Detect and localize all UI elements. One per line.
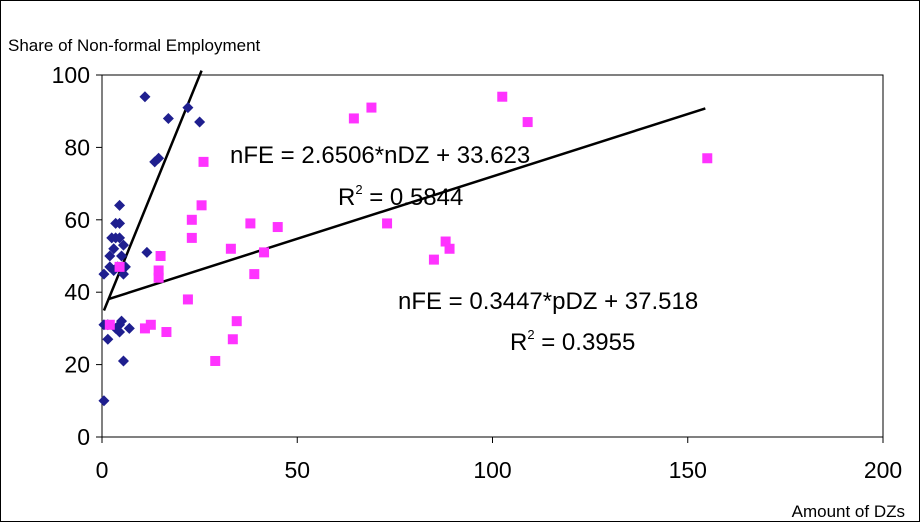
data-point-square bbox=[114, 261, 125, 272]
data-point-diamond bbox=[116, 315, 128, 327]
data-point-square bbox=[145, 319, 156, 330]
data-point-square bbox=[198, 156, 209, 167]
data-point-diamond bbox=[194, 116, 206, 128]
data-point-diamond bbox=[182, 102, 194, 114]
data-point-diamond bbox=[123, 322, 135, 334]
y-tick-label: 80 bbox=[64, 134, 90, 160]
data-point-diamond bbox=[117, 239, 129, 251]
y-tick-label: 20 bbox=[64, 352, 90, 378]
data-point-diamond bbox=[102, 333, 114, 345]
r2-2-base: R bbox=[510, 329, 527, 356]
data-point-square bbox=[249, 269, 260, 280]
x-tick-label: 50 bbox=[284, 457, 310, 483]
data-point-square bbox=[231, 316, 242, 327]
data-point-diamond bbox=[141, 246, 153, 258]
y-axis-ticks: 0 20 40 60 80 100 bbox=[52, 62, 102, 450]
data-point-diamond bbox=[153, 152, 165, 164]
x-axis-ticks: 0 50 100 150 200 bbox=[96, 437, 902, 483]
data-point-diamond bbox=[117, 355, 129, 367]
r2-1-base: R bbox=[338, 184, 355, 211]
data-point-square bbox=[196, 200, 207, 211]
data-point-square bbox=[186, 232, 197, 243]
r2-1-value: = 0.5844 bbox=[363, 184, 464, 211]
r-squared-2-label: R2 = 0.3955 bbox=[510, 327, 635, 356]
data-point-square bbox=[210, 355, 221, 366]
y-tick-label: 100 bbox=[52, 62, 90, 88]
data-point-square bbox=[382, 218, 393, 229]
data-point-diamond bbox=[98, 395, 110, 407]
trendline-2 bbox=[107, 107, 706, 301]
data-point-square bbox=[225, 243, 236, 254]
data-point-square bbox=[259, 247, 270, 258]
data-point-square bbox=[348, 113, 359, 124]
x-tick-label: 100 bbox=[473, 457, 511, 483]
data-point-square bbox=[428, 254, 439, 265]
x-axis-title: Amount of DZs bbox=[792, 502, 905, 521]
data-point-diamond bbox=[114, 217, 126, 229]
data-point-diamond bbox=[98, 268, 110, 280]
x-tick-label: 150 bbox=[669, 457, 707, 483]
data-point-square bbox=[366, 102, 377, 113]
x-tick-label: 0 bbox=[96, 457, 109, 483]
data-point-square bbox=[272, 222, 283, 233]
data-point-square bbox=[444, 243, 455, 254]
data-point-diamond bbox=[162, 112, 174, 124]
y-tick-label: 60 bbox=[64, 207, 90, 233]
equation-2-label: nFE = 0.3447*pDZ + 37.518 bbox=[398, 288, 698, 315]
r2-2-exponent: 2 bbox=[527, 327, 534, 342]
data-point-diamond bbox=[114, 232, 126, 244]
data-point-square bbox=[153, 265, 164, 276]
data-point-square bbox=[702, 153, 713, 164]
data-point-square bbox=[104, 319, 115, 330]
data-point-square bbox=[440, 236, 451, 247]
data-point-square bbox=[245, 218, 256, 229]
data-point-diamond bbox=[114, 326, 126, 338]
x-tick-label: 200 bbox=[864, 457, 902, 483]
equation-1-label: nFE = 2.6506*nDZ + 33.623 bbox=[230, 142, 530, 169]
data-point-square bbox=[522, 117, 533, 128]
y-tick-label: 0 bbox=[77, 424, 90, 450]
r2-1-exponent: 2 bbox=[355, 182, 362, 197]
data-point-diamond bbox=[104, 250, 116, 262]
data-point-square bbox=[139, 323, 150, 334]
data-point-square bbox=[182, 294, 193, 305]
data-points bbox=[98, 91, 713, 407]
data-point-square bbox=[227, 334, 238, 345]
plot-area bbox=[101, 74, 884, 438]
data-point-square bbox=[153, 272, 164, 283]
data-point-diamond bbox=[108, 243, 120, 255]
data-point-square bbox=[497, 91, 508, 102]
r-squared-1-label: R2 = 0.5844 bbox=[338, 182, 463, 211]
data-point-diamond bbox=[114, 199, 126, 211]
y-tick-label: 40 bbox=[64, 279, 90, 305]
data-point-square bbox=[186, 214, 197, 225]
data-point-square bbox=[155, 251, 166, 261]
r2-2-value: = 0.3955 bbox=[535, 329, 636, 356]
data-point-diamond bbox=[139, 91, 151, 103]
data-point-diamond bbox=[116, 250, 128, 262]
data-point-square bbox=[161, 327, 172, 338]
y-axis-title: Share of Non-formal Employment bbox=[8, 36, 261, 55]
